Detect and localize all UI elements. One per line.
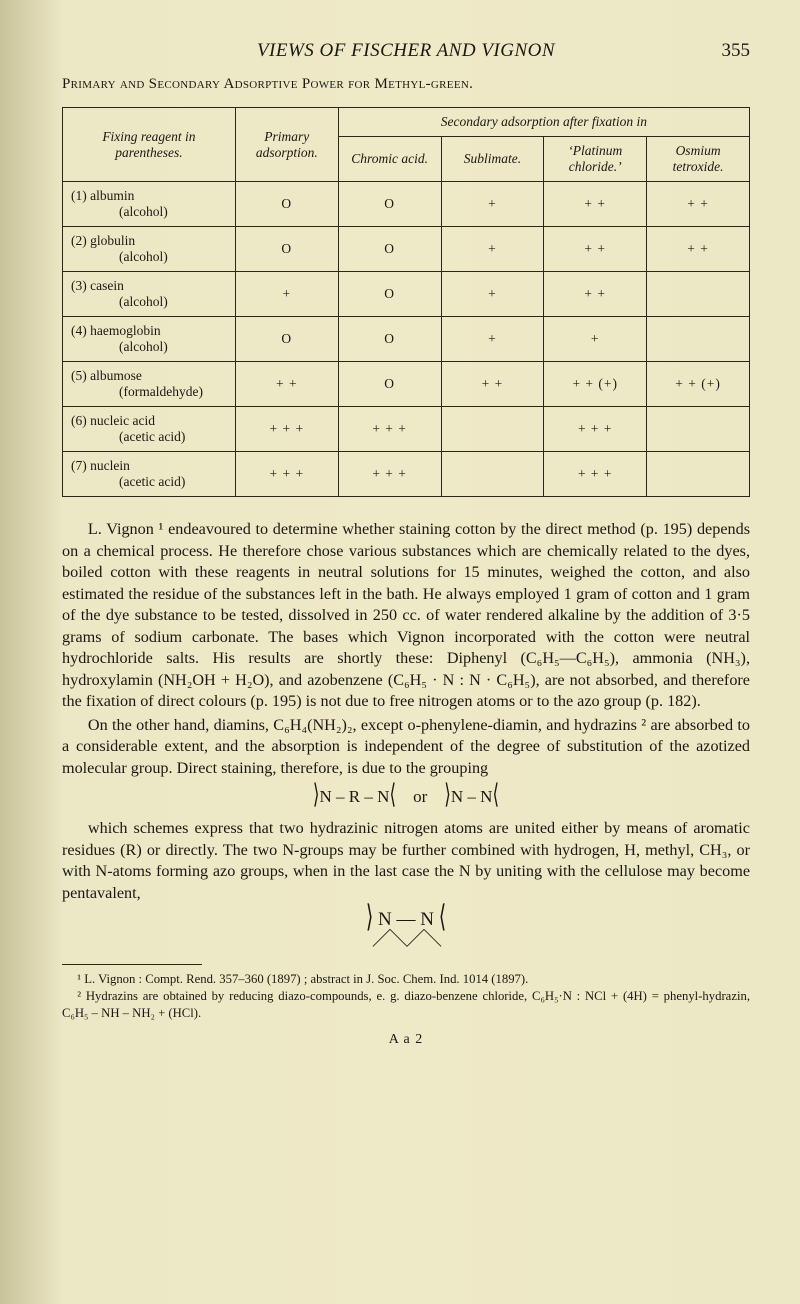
row-label: (7) nuclein(acetic acid) xyxy=(63,452,236,497)
para-2: On the other hand, diamins, C₆H₄(NH₂)₂, … xyxy=(62,715,750,780)
table-row: (3) casein(alcohol)+O++ + xyxy=(63,272,750,317)
cell: + + xyxy=(544,227,647,272)
cell: O xyxy=(338,362,441,407)
formula-2: ⟩ N — N ⟨ ／＼／＼ xyxy=(62,910,750,950)
cell: + + + xyxy=(338,407,441,452)
table-row: (1) albumin(alcohol)OO++ ++ + xyxy=(63,182,750,227)
cell: O xyxy=(235,182,338,227)
cell: O xyxy=(338,317,441,362)
cell: O xyxy=(235,227,338,272)
th-chromic: Chromic acid. xyxy=(338,137,441,182)
cell xyxy=(441,452,544,497)
cell: + + + xyxy=(544,452,647,497)
page: VIEWS OF FISCHER AND VIGNON 355 Primary … xyxy=(0,0,800,1304)
cell: O xyxy=(338,182,441,227)
cell: + + xyxy=(647,227,750,272)
cell: + + (+) xyxy=(544,362,647,407)
row-label: (4) haemoglobin(alcohol) xyxy=(63,317,236,362)
cell xyxy=(647,272,750,317)
running-head: VIEWS OF FISCHER AND VIGNON 355 xyxy=(62,40,750,62)
footnote-2: ² Hydrazins are obtained by reducing dia… xyxy=(62,988,750,1022)
cell: + xyxy=(544,317,647,362)
running-title: VIEWS OF FISCHER AND VIGNON xyxy=(112,40,700,62)
table-row: (2) globulin(alcohol)OO++ ++ + xyxy=(63,227,750,272)
cell: O xyxy=(338,272,441,317)
section-title: Primary and Secondary Adsorptive Power f… xyxy=(62,76,750,93)
row-label: (2) globulin(alcohol) xyxy=(63,227,236,272)
row-label: (3) casein(alcohol) xyxy=(63,272,236,317)
cell: + + xyxy=(235,362,338,407)
section-title-text: Primary and Secondary Adsorptive Power f… xyxy=(62,76,473,92)
cell: + + xyxy=(647,182,750,227)
th-primary: Primary adsorption. xyxy=(235,108,338,182)
table-body: (1) albumin(alcohol)OO++ ++ +(2) globuli… xyxy=(63,182,750,497)
table-row: (4) haemoglobin(alcohol)OO++ xyxy=(63,317,750,362)
body-text: L. Vignon ¹ endeavoured to determine whe… xyxy=(62,519,750,950)
cell xyxy=(441,407,544,452)
cell: + xyxy=(235,272,338,317)
table-row: (6) nucleic acid(acetic acid)+ + ++ + ++… xyxy=(63,407,750,452)
table-row: (7) nuclein(acetic acid)+ + ++ + ++ + + xyxy=(63,452,750,497)
row-label: (1) albumin(alcohol) xyxy=(63,182,236,227)
cell: + + xyxy=(544,182,647,227)
row-label: (5) albumose(formaldehyde) xyxy=(63,362,236,407)
cell: + + + xyxy=(235,452,338,497)
page-number: 355 xyxy=(700,40,750,62)
cell xyxy=(647,407,750,452)
cell: + + + xyxy=(338,452,441,497)
cell: O xyxy=(235,317,338,362)
cell: + + + xyxy=(544,407,647,452)
cell: + + (+) xyxy=(647,362,750,407)
signature-mark: A a 2 xyxy=(62,1032,750,1048)
th-sublimate: Sublimate. xyxy=(441,137,544,182)
cell: + + xyxy=(441,362,544,407)
cell: + xyxy=(441,317,544,362)
cell: + + + xyxy=(235,407,338,452)
th-secondary: Secondary adsorption after fixation in xyxy=(338,108,749,137)
footnote-1: ¹ L. Vignon : Compt. Rend. 357–360 (1897… xyxy=(62,971,750,988)
th-fixing: Fixing reagent in parentheses. xyxy=(63,108,236,182)
table-row: (5) albumose(formaldehyde)+ +O+ ++ + (+)… xyxy=(63,362,750,407)
footnotes: ¹ L. Vignon : Compt. Rend. 357–360 (1897… xyxy=(62,971,750,1021)
footnote-rule xyxy=(62,964,202,965)
formula-1: ⟩N – R – N⟨ or ⟩N – N⟨ xyxy=(62,786,750,809)
cell: + xyxy=(441,272,544,317)
para-3: which schemes express that two hydrazini… xyxy=(62,818,750,904)
cell: + xyxy=(441,182,544,227)
th-osmium: Osmium tetroxide. xyxy=(647,137,750,182)
cell: + + xyxy=(544,272,647,317)
adsorption-table: Fixing reagent in parentheses. Primary a… xyxy=(62,107,750,497)
row-label: (6) nucleic acid(acetic acid) xyxy=(63,407,236,452)
para-1: L. Vignon ¹ endeavoured to determine whe… xyxy=(62,519,750,713)
cell xyxy=(647,317,750,362)
cell xyxy=(647,452,750,497)
cell: + xyxy=(441,227,544,272)
th-platinum: ‘Platinum chloride.’ xyxy=(544,137,647,182)
cell: O xyxy=(338,227,441,272)
